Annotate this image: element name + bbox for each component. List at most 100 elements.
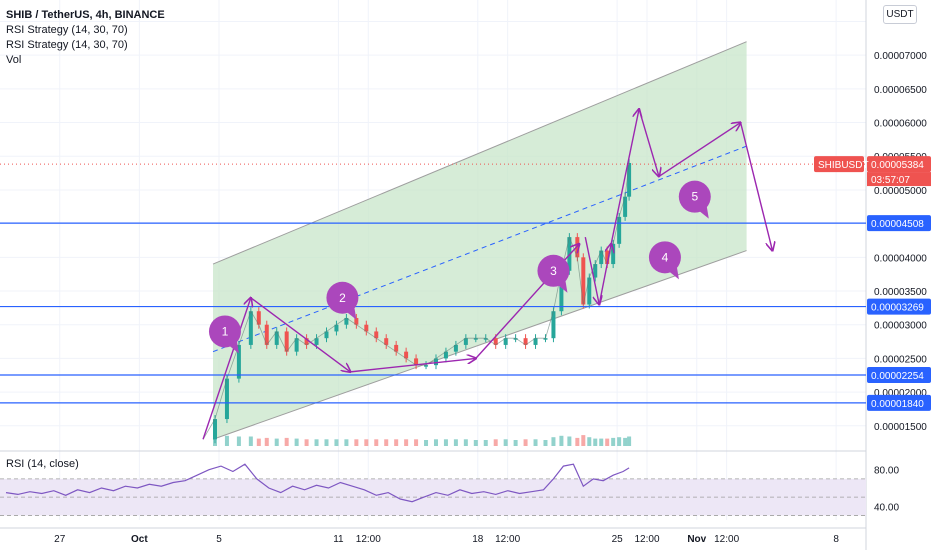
- volume-bar: [284, 437, 289, 446]
- volume-bar: [354, 439, 359, 446]
- candle: [493, 338, 498, 345]
- wave-badge-label: 4: [662, 250, 669, 264]
- candle: [314, 338, 319, 345]
- candle: [551, 311, 556, 339]
- volume-bar: [559, 435, 564, 446]
- volume-bar: [543, 440, 548, 446]
- volume-bar: [463, 439, 468, 446]
- candle: [523, 338, 528, 345]
- volume-bar: [324, 439, 329, 446]
- candle: [543, 338, 548, 340]
- time-tick-label: 18: [472, 534, 484, 545]
- candle: [611, 243, 616, 265]
- last-price-tag: 0.00005384: [871, 160, 924, 171]
- wave-labels[interactable]: 1 2 3 4 5: [208, 180, 711, 354]
- time-tick-label: 12:00: [495, 534, 520, 545]
- price-tick-label: 0.00005000: [874, 186, 927, 197]
- candle: [384, 338, 389, 345]
- volume-bar: [404, 439, 409, 446]
- volume-bar: [364, 439, 369, 446]
- volume-bar: [605, 438, 610, 446]
- wave-badge-label: 3: [550, 264, 557, 278]
- last-price-tag-bg: [867, 156, 931, 173]
- candle: [264, 324, 269, 345]
- candle: [605, 250, 610, 265]
- volume-bar: [334, 439, 339, 446]
- price-tick-label: 0.00001500: [874, 422, 927, 433]
- candle: [256, 311, 261, 325]
- candle: [513, 338, 518, 340]
- symbol-title[interactable]: SHIB / TetherUS, 4h, BINANCE: [6, 9, 165, 21]
- wave-badge-label: 5: [691, 190, 698, 204]
- price-tick-label: 0.00006500: [874, 85, 927, 96]
- volume-bar: [593, 438, 598, 446]
- rsi-panel-label[interactable]: RSI (14, close): [6, 458, 79, 470]
- candle: [224, 378, 229, 420]
- price-tick-label: 0.00006000: [874, 119, 927, 130]
- candle: [354, 317, 359, 325]
- candle: [559, 270, 564, 312]
- price-channel[interactable]: [212, 41, 747, 440]
- trend-arrows[interactable]: [202, 109, 772, 440]
- price-tags: 0.00004508 0.00003269 0.00002254 0.00001840…: [814, 156, 931, 411]
- volume-bars: [213, 435, 632, 446]
- volume-bar: [587, 437, 592, 446]
- wave-badge: [678, 180, 711, 213]
- trend-arrow: [202, 298, 251, 440]
- volume-bar: [567, 436, 572, 446]
- volume-bar: [374, 439, 379, 446]
- wave-badge-label: 1: [222, 324, 229, 338]
- wave-badge: [648, 241, 681, 274]
- volume-bar: [384, 439, 389, 446]
- hline-price-tag: 0.00001840: [871, 399, 924, 410]
- price-tick-label: 0.00003500: [874, 287, 927, 298]
- candle: [284, 331, 289, 352]
- candle: [414, 358, 419, 366]
- hline-price-tag-bg: [867, 366, 931, 383]
- candle: [627, 162, 632, 197]
- candle: [453, 344, 458, 352]
- indicator-label-3[interactable]: Vol: [6, 54, 22, 66]
- trend-arrow: [610, 109, 639, 244]
- candle: [213, 419, 218, 440]
- volume-bar: [344, 439, 349, 446]
- volume-bar: [523, 439, 528, 446]
- price-tick-label: 0.00002000: [874, 388, 927, 399]
- volume-bar: [433, 439, 438, 446]
- indicator-label-1[interactable]: RSI Strategy (14, 30, 70): [6, 24, 128, 36]
- volume-bar: [493, 439, 498, 446]
- volume-bar: [294, 438, 299, 446]
- currency-unit-button[interactable]: USDT: [883, 5, 917, 24]
- volume-bar: [424, 440, 429, 446]
- time-tick-label: 8: [833, 534, 839, 545]
- price-series: [202, 158, 632, 444]
- wave-badge: [537, 254, 570, 287]
- candle: [443, 351, 448, 359]
- volume-bar: [274, 438, 279, 446]
- volume-bar: [414, 439, 419, 446]
- volume-bar: [453, 439, 458, 446]
- price-tick-label: 0.00004000: [874, 253, 927, 264]
- hline-price-tag: 0.00002254: [871, 371, 924, 382]
- candle: [503, 338, 508, 345]
- volume-bar: [314, 439, 319, 446]
- trend-arrow: [598, 244, 611, 305]
- volume-bar: [394, 439, 399, 446]
- volume-bar: [611, 437, 616, 446]
- horizontal-lines[interactable]: [0, 163, 866, 404]
- candle: [334, 324, 339, 332]
- indicator-label-2[interactable]: RSI Strategy (14, 30, 70): [6, 39, 128, 51]
- time-tick-label: 12:00: [714, 534, 739, 545]
- candle: [533, 338, 538, 345]
- time-axis[interactable]: 27 Oct 5 11 12:00 18 12:00 25 12:00 Nov 12:00 8: [54, 534, 839, 545]
- time-tick-label: 25: [612, 534, 624, 545]
- chart-legend: SHIB / TetherUS, 4h, BINANCE RSI Strateg…: [6, 8, 165, 68]
- volume-bar: [575, 437, 580, 446]
- volume-bar: [443, 439, 448, 446]
- candle: [274, 331, 279, 345]
- volume-bar: [256, 438, 261, 446]
- countdown-tag-bg: [867, 172, 931, 187]
- volume-bar: [623, 437, 628, 446]
- rsi-line: [5, 463, 630, 503]
